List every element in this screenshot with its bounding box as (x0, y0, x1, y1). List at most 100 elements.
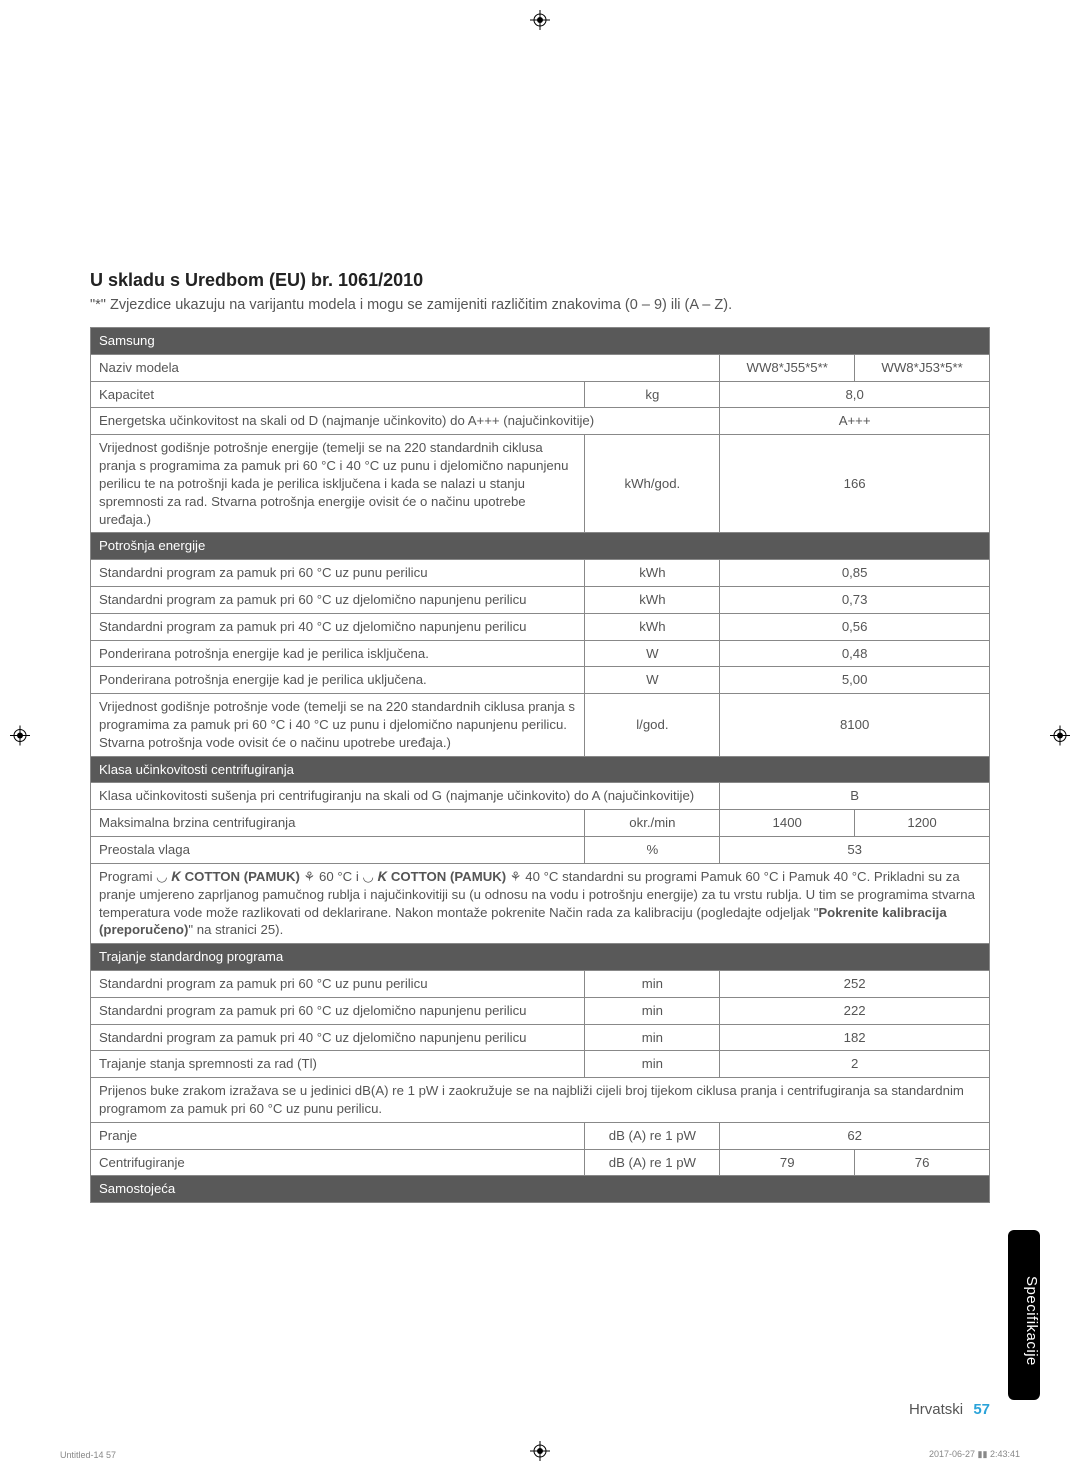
table-row: Potrošnja energije (91, 533, 990, 560)
page-content: U skladu s Uredbom (EU) br. 1061/2010 "*… (0, 0, 1080, 1243)
table-row: Preostala vlaga%53 (91, 837, 990, 864)
table-row: PranjedB (A) re 1 pW62 (91, 1122, 990, 1149)
cell-value: 62 (720, 1122, 990, 1149)
cell-label: Energetska učinkovitost na skali od D (n… (91, 408, 720, 435)
cell-value: 166 (720, 435, 990, 533)
note-text: Programi (99, 869, 156, 884)
cell-value: WW8*J55*5** (720, 354, 855, 381)
cell-value: 2 (720, 1051, 990, 1078)
table-row: Kapacitet kg 8,0 (91, 381, 990, 408)
cell-value: 79 (720, 1149, 855, 1176)
cell-unit: min (585, 1051, 720, 1078)
cell-unit: min (585, 1024, 720, 1051)
table-row: Standardni program za pamuk pri 60 °C uz… (91, 586, 990, 613)
cell-label: Preostala vlaga (91, 837, 585, 864)
cell-value: 53 (720, 837, 990, 864)
table-row: Standardni program za pamuk pri 60 °C uz… (91, 560, 990, 587)
temp-icon: ⚘ (300, 869, 316, 884)
cell-label: Centrifugiranje (91, 1149, 585, 1176)
cell-label: Standardni program za pamuk pri 40 °C uz… (91, 1024, 585, 1051)
cell-label: Ponderirana potrošnja energije kad je pe… (91, 640, 585, 667)
reg-mark-left (10, 726, 30, 751)
cell-label: Standardni program za pamuk pri 60 °C uz… (91, 586, 585, 613)
cell-value: 1200 (855, 810, 990, 837)
spec-table: Samsung Naziv modela WW8*J55*5** WW8*J53… (90, 327, 990, 1203)
side-tab: Specifikacije (1008, 1230, 1040, 1400)
cell-value: 1400 (720, 810, 855, 837)
cell-unit: kWh (585, 613, 720, 640)
cell-value: 0,73 (720, 586, 990, 613)
brand-cell: Samsung (91, 328, 990, 355)
note-bold: COTTON (PAMUK) (391, 869, 506, 884)
cell-label: Pranje (91, 1122, 585, 1149)
table-row: Samostojeća (91, 1176, 990, 1203)
cell-unit: kWh (585, 560, 720, 587)
cell-value: 8100 (720, 694, 990, 756)
note-bold: COTTON (PAMUK) (185, 869, 300, 884)
cell-unit: % (585, 837, 720, 864)
table-row: Vrijednost godišnje potrošnje vode (teme… (91, 694, 990, 756)
table-row: Klasa učinkovitosti centrifugiranja (91, 756, 990, 783)
cell-label: Standardni program za pamuk pri 60 °C uz… (91, 560, 585, 587)
table-row: CentrifugiranjedB (A) re 1 pW7976 (91, 1149, 990, 1176)
temp-icon: ⚘ (506, 869, 522, 884)
reg-mark-right (1050, 726, 1070, 751)
cell-label: Ponderirana potrošnja energije kad je pe… (91, 667, 585, 694)
cell-unit: kWh (585, 586, 720, 613)
section-subhead: "*" Zvjezdice ukazuju na varijantu model… (90, 297, 990, 313)
reg-mark-bottom (530, 1441, 550, 1466)
print-foot-right: 2017-06-27 ▮▮ 2:43:41 (929, 1449, 1020, 1460)
cell-label: Maksimalna brzina centrifugiranja (91, 810, 585, 837)
cell-label: Vrijednost godišnje potrošnje vode (teme… (91, 694, 585, 756)
cell-unit: W (585, 640, 720, 667)
print-foot-left: Untitled-14 57 (60, 1450, 116, 1460)
cell-value: A+++ (720, 408, 990, 435)
cell-unit: okr./min (585, 810, 720, 837)
section-cell: Trajanje standardnog programa (91, 944, 990, 971)
cell-label: Trajanje stanja spremnosti za rad (Tl) (91, 1051, 585, 1078)
cell-unit: dB (A) re 1 pW (585, 1149, 720, 1176)
cell-value: 8,0 (720, 381, 990, 408)
table-row: Energetska učinkovitost na skali od D (n… (91, 408, 990, 435)
table-row: Naziv modela WW8*J55*5** WW8*J53*5** (91, 354, 990, 381)
cell-value: 252 (720, 970, 990, 997)
cell-value: 0,48 (720, 640, 990, 667)
table-row: Standardni program za pamuk pri 60 °C uz… (91, 997, 990, 1024)
cell-unit: min (585, 997, 720, 1024)
cell-unit: dB (A) re 1 pW (585, 1122, 720, 1149)
cell-label: Standardni program za pamuk pri 60 °C uz… (91, 997, 585, 1024)
footer-lang: Hrvatski (909, 1401, 963, 1418)
cell-unit: kWh/god. (585, 435, 720, 533)
table-row: Trajanje stanja spremnosti za rad (Tl)mi… (91, 1051, 990, 1078)
programs-note-cell: Programi ◡ 𝑲 COTTON (PAMUK) ⚘ 60 °C i ◡ … (91, 863, 990, 943)
cell-value: 5,00 (720, 667, 990, 694)
cell-label: Standardni program za pamuk pri 40 °C uz… (91, 613, 585, 640)
cell-label: Vrijednost godišnje potrošnje energije (… (91, 435, 585, 533)
reg-mark-top (530, 10, 550, 35)
section-cell: Potrošnja energije (91, 533, 990, 560)
section-heading: U skladu s Uredbom (EU) br. 1061/2010 (90, 270, 990, 291)
cell-unit: min (585, 970, 720, 997)
cell-label: Naziv modela (91, 354, 720, 381)
table-row: Ponderirana potrošnja energije kad je pe… (91, 640, 990, 667)
table-row: Prijenos buke zrakom izražava se u jedin… (91, 1078, 990, 1123)
wash-icon: ◡ 𝑲 (156, 869, 184, 884)
cell-value: 0,56 (720, 613, 990, 640)
table-row: Maksimalna brzina centrifugiranjaokr./mi… (91, 810, 990, 837)
cell-value: 182 (720, 1024, 990, 1051)
cell-label: Klasa učinkovitosti sušenja pri centrifu… (91, 783, 720, 810)
cell-unit: l/god. (585, 694, 720, 756)
table-row: Ponderirana potrošnja energije kad je pe… (91, 667, 990, 694)
cell-value: WW8*J53*5** (855, 354, 990, 381)
cell-label: Standardni program za pamuk pri 60 °C uz… (91, 970, 585, 997)
cell-value: B (720, 783, 990, 810)
cell-unit: W (585, 667, 720, 694)
cell-value: 222 (720, 997, 990, 1024)
cell-value: 0,85 (720, 560, 990, 587)
table-row: Standardni program za pamuk pri 40 °C uz… (91, 613, 990, 640)
table-row: Vrijednost godišnje potrošnje energije (… (91, 435, 990, 533)
section-cell: Samostojeća (91, 1176, 990, 1203)
table-row: Programi ◡ 𝑲 COTTON (PAMUK) ⚘ 60 °C i ◡ … (91, 863, 990, 943)
wash-icon: ◡ 𝑲 (362, 869, 390, 884)
table-row: Klasa učinkovitosti sušenja pri centrifu… (91, 783, 990, 810)
